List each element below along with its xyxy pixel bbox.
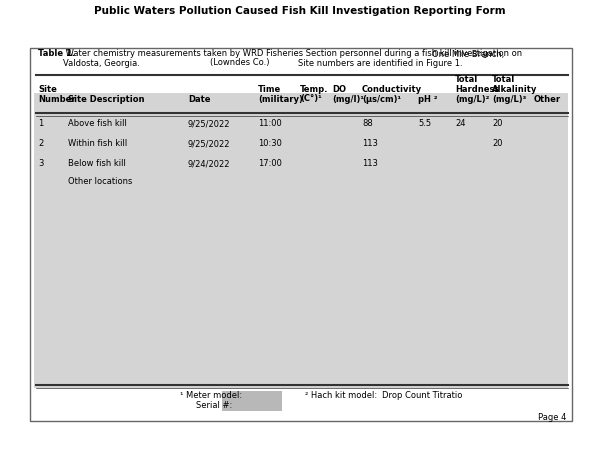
Text: Public Waters Pollution Caused Fish Kill Investigation Reporting Form: Public Waters Pollution Caused Fish Kill… bbox=[94, 6, 506, 16]
Text: One Mile Branch,: One Mile Branch, bbox=[432, 50, 504, 58]
Text: (mg/L)³: (mg/L)³ bbox=[492, 94, 526, 103]
Text: 1: 1 bbox=[38, 119, 43, 128]
Text: 113: 113 bbox=[362, 159, 378, 168]
Text: (military): (military) bbox=[258, 94, 303, 103]
Text: 10:30: 10:30 bbox=[258, 139, 282, 148]
Text: Above fish kill: Above fish kill bbox=[68, 119, 127, 128]
Text: Date: Date bbox=[188, 94, 211, 103]
Text: Site Description: Site Description bbox=[68, 94, 145, 103]
Text: 5.5: 5.5 bbox=[418, 119, 431, 128]
Text: Conductivity: Conductivity bbox=[362, 84, 422, 94]
Text: Time: Time bbox=[258, 84, 281, 94]
Text: Drop Count Titratio: Drop Count Titratio bbox=[382, 391, 463, 400]
Text: Within fish kill: Within fish kill bbox=[68, 139, 127, 148]
Text: Number: Number bbox=[38, 94, 76, 103]
Text: 3: 3 bbox=[38, 159, 43, 168]
Text: Temp.: Temp. bbox=[300, 84, 328, 94]
Text: pH ²: pH ² bbox=[418, 94, 437, 103]
Text: 113: 113 bbox=[362, 139, 378, 148]
Text: ¹ Meter model:: ¹ Meter model: bbox=[180, 391, 242, 400]
Text: 11:00: 11:00 bbox=[258, 119, 282, 128]
Text: Valdosta, Georgia.: Valdosta, Georgia. bbox=[63, 58, 140, 67]
Bar bbox=[30, 49, 572, 421]
Text: 9/24/2022: 9/24/2022 bbox=[188, 159, 230, 168]
Bar bbox=[34, 94, 568, 388]
Text: Site numbers are identified in Figure 1.: Site numbers are identified in Figure 1. bbox=[298, 58, 463, 67]
Text: ² Hach kit model:: ² Hach kit model: bbox=[305, 391, 377, 400]
Text: DO: DO bbox=[332, 84, 346, 94]
Text: 88: 88 bbox=[362, 119, 373, 128]
Text: (Lowndes Co.): (Lowndes Co.) bbox=[210, 58, 269, 67]
Text: Below fish kill: Below fish kill bbox=[68, 159, 126, 168]
Text: 9/25/2022: 9/25/2022 bbox=[188, 139, 230, 148]
Text: Page 4: Page 4 bbox=[538, 413, 566, 422]
Text: (mg/L)²: (mg/L)² bbox=[455, 94, 490, 103]
Text: 20: 20 bbox=[492, 119, 503, 128]
Text: 2: 2 bbox=[38, 139, 43, 148]
Text: Alkalinity: Alkalinity bbox=[492, 84, 538, 94]
Text: Serial #:: Serial #: bbox=[196, 400, 232, 410]
Text: (µs/cm)¹: (µs/cm)¹ bbox=[362, 94, 401, 103]
Bar bbox=[222, 401, 282, 411]
Text: Other locations: Other locations bbox=[68, 177, 133, 186]
Text: Total: Total bbox=[492, 75, 515, 84]
Text: 20: 20 bbox=[492, 139, 503, 148]
Text: Site: Site bbox=[38, 84, 57, 94]
Text: Water chemistry measurements taken by WRD Fisheries Section personnel during a f: Water chemistry measurements taken by WR… bbox=[63, 50, 522, 58]
Text: Total: Total bbox=[455, 75, 478, 84]
Text: 24: 24 bbox=[455, 119, 466, 128]
Text: Hardness: Hardness bbox=[455, 84, 499, 94]
Text: (mg/l)¹: (mg/l)¹ bbox=[332, 94, 364, 103]
Text: Other: Other bbox=[534, 94, 561, 103]
Text: 17:00: 17:00 bbox=[258, 159, 282, 168]
Text: Table 1.: Table 1. bbox=[38, 50, 75, 58]
Text: (C°)¹: (C°)¹ bbox=[300, 94, 322, 103]
Bar bbox=[222, 391, 282, 401]
Text: 9/25/2022: 9/25/2022 bbox=[188, 119, 230, 128]
